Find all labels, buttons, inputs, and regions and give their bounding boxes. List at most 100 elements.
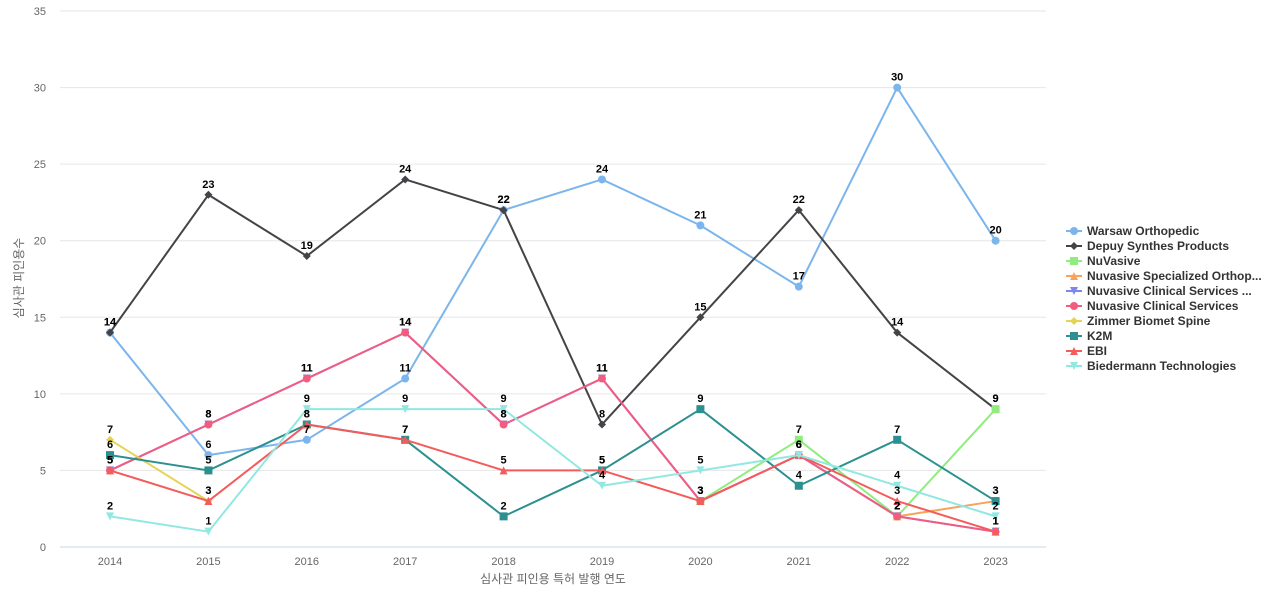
data-label: 7 bbox=[894, 424, 900, 436]
data-point[interactable] bbox=[598, 374, 606, 383]
data-label: 23 bbox=[202, 179, 214, 191]
series-k2m[interactable] bbox=[106, 405, 1000, 521]
data-point[interactable] bbox=[204, 466, 213, 475]
data-point[interactable] bbox=[794, 451, 803, 460]
data-point[interactable] bbox=[204, 497, 213, 506]
data-label: 1 bbox=[993, 516, 999, 528]
data-point[interactable] bbox=[696, 466, 705, 475]
series-ebi[interactable] bbox=[106, 420, 1000, 536]
series-line[interactable] bbox=[109, 331, 996, 533]
legend-label: K2M bbox=[1087, 329, 1112, 343]
data-point[interactable] bbox=[991, 527, 1000, 536]
series-depuy-synthes-products[interactable] bbox=[106, 175, 1000, 429]
legend-item[interactable]: Nuvasive Specialized Orthop... bbox=[1066, 269, 1262, 283]
series-nuvasive-clinical-services[interactable] bbox=[106, 328, 1000, 536]
data-point[interactable] bbox=[696, 313, 705, 322]
data-point[interactable] bbox=[598, 466, 606, 475]
data-label: 11 bbox=[301, 363, 313, 375]
data-point[interactable] bbox=[598, 481, 606, 490]
data-point[interactable] bbox=[893, 512, 902, 521]
data-point[interactable] bbox=[499, 466, 508, 475]
data-point[interactable] bbox=[893, 83, 902, 92]
data-point[interactable] bbox=[302, 435, 311, 444]
data-point[interactable] bbox=[204, 451, 213, 460]
data-point[interactable] bbox=[499, 405, 508, 414]
data-point[interactable] bbox=[991, 497, 1000, 506]
x-tick-label: 2023 bbox=[983, 556, 1007, 568]
data-label: 5 bbox=[599, 454, 605, 466]
data-point[interactable] bbox=[106, 451, 114, 460]
data-label: 3 bbox=[993, 485, 999, 497]
data-point[interactable] bbox=[499, 420, 508, 429]
data-point[interactable] bbox=[106, 512, 114, 521]
data-point[interactable] bbox=[401, 435, 410, 444]
series-line[interactable] bbox=[109, 331, 996, 533]
data-point[interactable] bbox=[893, 497, 902, 506]
series-line[interactable] bbox=[109, 178, 997, 426]
data-point[interactable] bbox=[401, 405, 410, 414]
data-point[interactable] bbox=[696, 405, 705, 414]
data-point[interactable] bbox=[991, 512, 1000, 521]
data-point[interactable] bbox=[401, 374, 410, 383]
data-point[interactable] bbox=[794, 481, 803, 490]
data-point[interactable] bbox=[893, 328, 902, 337]
legend-item[interactable]: NuVasive bbox=[1066, 254, 1141, 268]
data-label: 30 bbox=[891, 72, 903, 84]
data-point[interactable] bbox=[893, 481, 902, 490]
legend-item[interactable]: EBI bbox=[1066, 344, 1107, 358]
legend-item[interactable]: Warsaw Orthopedic bbox=[1066, 224, 1200, 238]
series-line[interactable] bbox=[109, 408, 996, 533]
series-line[interactable] bbox=[109, 438, 209, 502]
legend-item[interactable]: Nuvasive Clinical Services bbox=[1066, 299, 1239, 313]
data-label: 3 bbox=[993, 485, 999, 497]
legend-item[interactable]: Zimmer Biomet Spine bbox=[1066, 314, 1211, 328]
data-point[interactable] bbox=[204, 190, 213, 199]
data-point[interactable] bbox=[794, 435, 803, 444]
legend-item[interactable]: Biedermann Technologies bbox=[1066, 359, 1236, 373]
data-point[interactable] bbox=[302, 252, 311, 261]
data-point[interactable] bbox=[794, 282, 803, 291]
data-point[interactable] bbox=[106, 435, 114, 444]
series-line[interactable] bbox=[109, 86, 997, 457]
data-point[interactable] bbox=[106, 328, 114, 337]
data-point[interactable] bbox=[893, 435, 902, 444]
data-point[interactable] bbox=[401, 328, 410, 337]
series-line[interactable] bbox=[897, 500, 996, 518]
data-point[interactable] bbox=[598, 175, 606, 184]
data-point[interactable] bbox=[499, 512, 508, 521]
data-point[interactable] bbox=[302, 374, 311, 383]
data-label: 14 bbox=[104, 317, 117, 329]
legend-label: Zimmer Biomet Spine bbox=[1087, 314, 1211, 328]
data-label: 17 bbox=[793, 271, 805, 283]
data-point[interactable] bbox=[696, 221, 705, 230]
data-point[interactable] bbox=[401, 175, 410, 184]
legend-item[interactable]: Nuvasive Clinical Services ... bbox=[1066, 284, 1252, 298]
series-line[interactable] bbox=[109, 423, 996, 533]
series-warsaw-orthopedic[interactable] bbox=[106, 83, 1000, 460]
data-label: 11 bbox=[596, 363, 608, 375]
data-point[interactable] bbox=[499, 206, 508, 215]
legend-item[interactable]: K2M bbox=[1066, 329, 1112, 343]
data-point[interactable] bbox=[696, 497, 705, 506]
data-point[interactable] bbox=[991, 236, 1000, 245]
data-point[interactable] bbox=[794, 206, 803, 215]
grid-lines bbox=[60, 10, 1046, 548]
data-label: 5 bbox=[205, 454, 211, 466]
data-point[interactable] bbox=[991, 405, 1000, 414]
data-label: 3 bbox=[205, 485, 211, 497]
series-biedermann-technologies[interactable] bbox=[106, 405, 1000, 536]
series-nuvasive-clinical-services[interactable] bbox=[106, 328, 1000, 536]
data-point[interactable] bbox=[106, 466, 114, 475]
data-point[interactable] bbox=[204, 420, 213, 429]
data-point[interactable] bbox=[302, 420, 311, 429]
legend-item[interactable]: Depuy Synthes Products bbox=[1066, 239, 1229, 253]
data-point[interactable] bbox=[302, 405, 311, 414]
data-point[interactable] bbox=[598, 420, 606, 429]
data-label: 24 bbox=[596, 163, 609, 175]
data-label: 7 bbox=[402, 424, 408, 436]
y-tick-label: 25 bbox=[34, 159, 46, 171]
data-point[interactable] bbox=[204, 527, 213, 536]
series-line[interactable] bbox=[109, 408, 997, 518]
x-tick-label: 2015 bbox=[196, 556, 220, 568]
